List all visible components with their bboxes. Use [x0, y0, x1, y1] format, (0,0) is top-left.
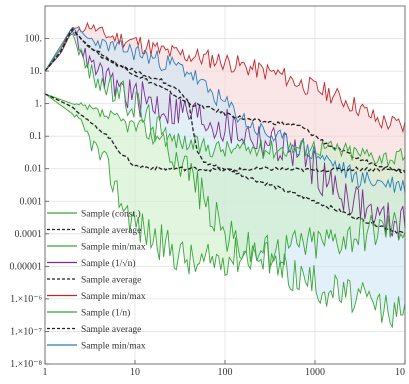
y-tick-label: 0.01	[25, 164, 43, 175]
x-tick-label: 10	[395, 367, 405, 378]
legend-label: Sample min/max	[81, 243, 146, 253]
y-tick-label: 0.001	[20, 196, 43, 207]
series-const-max-line	[44, 93, 406, 167]
y-tick-label: 1.×10⁻⁸	[10, 359, 42, 370]
axis-layer: 1 10 100 1000 10 100. 10. 1. 0.1 0.01 0.001 0.0001 0…	[10, 5, 406, 378]
series-const-average-line	[44, 93, 406, 173]
legend-label: Sample average	[81, 276, 141, 286]
series-sqrt-min-line	[44, 30, 406, 240]
y-tick-label: 1.×10⁻⁶	[10, 294, 42, 305]
legend-label: Sample average	[81, 226, 141, 236]
y-tick-label: 0.0001	[15, 229, 43, 240]
series-layer	[44, 21, 406, 329]
legend-label: Sample min/max	[81, 292, 146, 302]
series-sqrt-max-line	[44, 21, 406, 134]
legend-label: Sample (1/√n)	[81, 258, 136, 269]
legend-label: Sample (const.)	[81, 209, 141, 220]
legend-label: Sample average	[81, 325, 141, 335]
x-tick-label: 10	[130, 367, 140, 378]
series-const-min-line	[44, 93, 406, 277]
y-tick-label: 0.00001	[10, 261, 43, 272]
y-tick-label: 0.1	[30, 131, 43, 142]
y-tick-label: 1.	[35, 99, 43, 110]
legend-label: Sample (1/n)	[81, 308, 130, 319]
x-tick-label: 100	[218, 367, 233, 378]
legend-label: Sample min/max	[81, 342, 146, 352]
series-inv-max-line	[44, 27, 406, 193]
x-tick-label: 1	[43, 367, 48, 378]
series-inv-min-line	[44, 33, 406, 329]
y-tick-label: 1.×10⁻⁷	[10, 326, 42, 337]
series-const-band	[45, 93, 405, 276]
series-sqrt-average-line	[44, 28, 406, 174]
x-tick-label: 1000	[305, 367, 325, 378]
y-tick-label: 100.	[25, 34, 43, 45]
y-tick-label: 10.	[30, 66, 43, 77]
legend: Sample (const.) Sample average Sample min/…	[47, 209, 146, 352]
